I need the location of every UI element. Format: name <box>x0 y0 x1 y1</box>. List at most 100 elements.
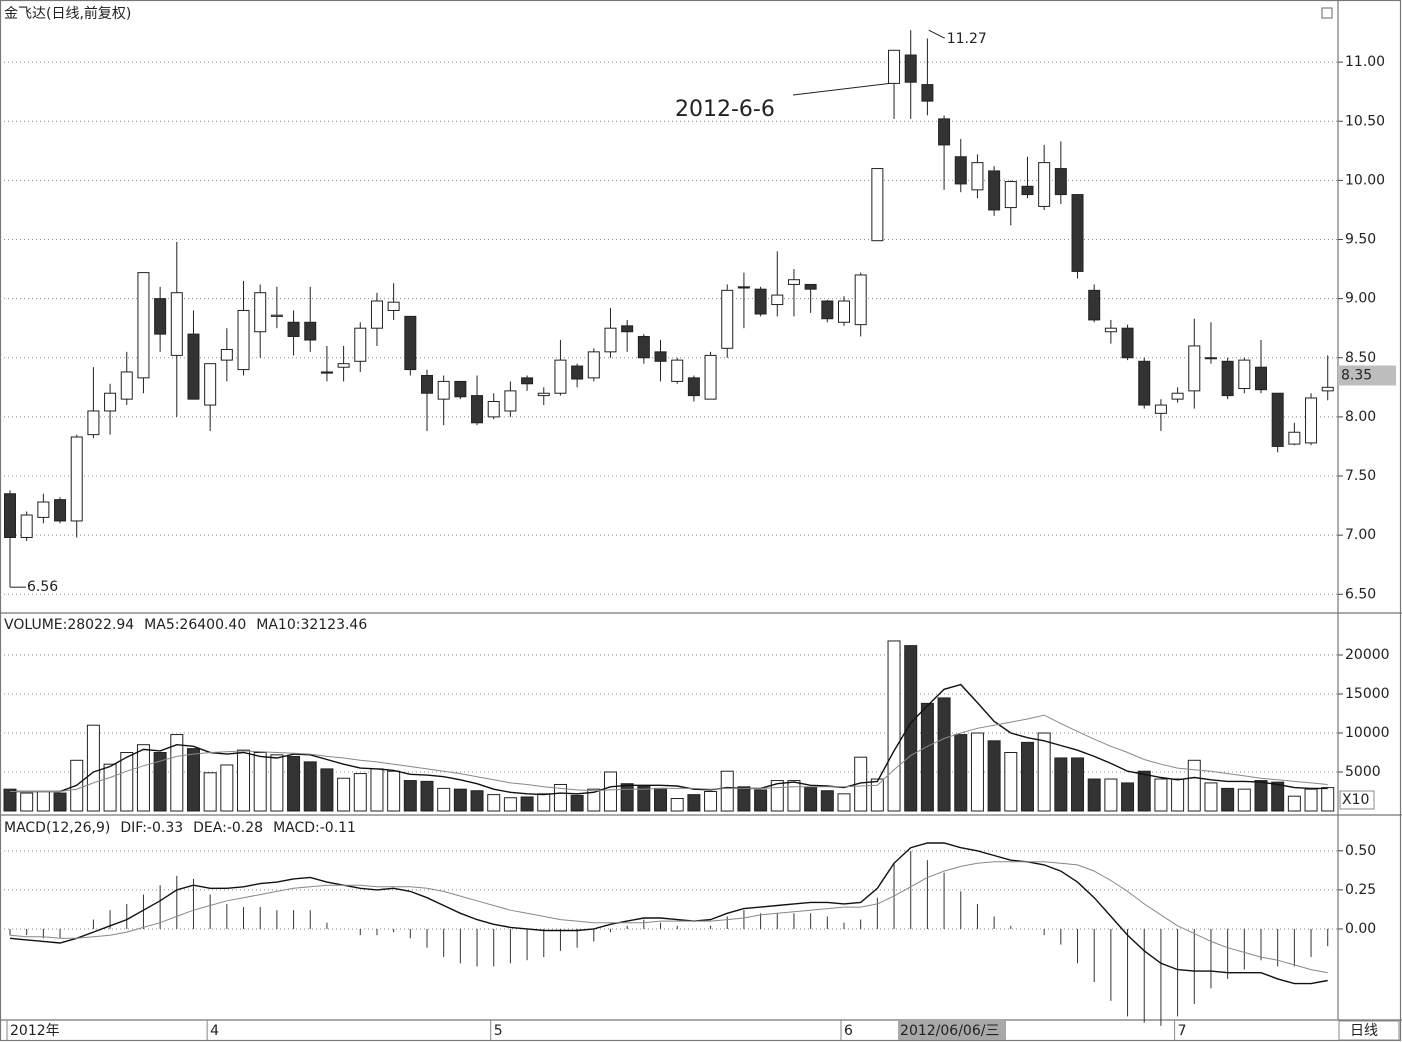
volume-bar <box>1287 795 1301 812</box>
candle-body <box>888 49 901 84</box>
candle-body <box>354 327 367 362</box>
volume-bar <box>287 755 301 812</box>
candle-body <box>921 84 934 102</box>
candle-body <box>871 168 884 242</box>
candle-body <box>1188 345 1201 392</box>
y-tick-label: 0.25 <box>1345 882 1376 898</box>
candle-body <box>604 327 617 353</box>
min-label: 6.56 <box>27 579 58 595</box>
volume-bar <box>1104 778 1118 812</box>
candle-body <box>1054 168 1067 196</box>
volume-bar <box>887 640 901 812</box>
annotation-leader <box>792 82 891 96</box>
volume-bar <box>787 780 801 812</box>
scale-label: X10 <box>1342 792 1369 808</box>
candle-body <box>337 363 350 368</box>
volume-bar <box>820 790 834 812</box>
volume-bar <box>1187 759 1201 812</box>
candle-body <box>988 170 1001 211</box>
volume-bar <box>687 794 701 812</box>
candle-body <box>304 321 317 341</box>
y-tick-label: 0.50 <box>1345 843 1376 859</box>
candle-body <box>1271 392 1284 447</box>
candle-body <box>571 365 584 380</box>
volume-bar <box>1221 787 1235 812</box>
volume-bar <box>954 734 968 812</box>
candle-body <box>404 315 417 371</box>
candle-body <box>721 289 734 349</box>
x-tick-label: 7 <box>1178 1023 1187 1039</box>
candle-body <box>187 333 200 400</box>
period-box <box>1338 1020 1400 1041</box>
period-label[interactable]: 日线 <box>1350 1023 1378 1039</box>
volume-bar <box>937 697 951 812</box>
volume-bar <box>320 768 334 812</box>
candle-body <box>954 156 967 185</box>
candle-body <box>1221 360 1234 397</box>
candle-body <box>70 436 83 522</box>
ma-line <box>10 714 1328 792</box>
y-tick-label: 7.00 <box>1345 527 1376 543</box>
candle-body <box>1305 397 1318 444</box>
max-label: 11.27 <box>947 31 987 47</box>
max-arrow <box>928 29 945 39</box>
candle-body <box>20 514 33 539</box>
candle-body <box>637 335 650 359</box>
panel-legend: VOLUME:28022.94 <box>4 617 134 633</box>
volume-bar <box>1271 781 1285 812</box>
volume-bar <box>837 793 851 812</box>
scale-box <box>1339 790 1375 810</box>
candle-body <box>1021 185 1034 196</box>
volume-bar <box>1237 788 1251 812</box>
volume-bar <box>36 791 50 812</box>
cursor-label-box <box>898 1021 1007 1040</box>
candle-body <box>487 401 500 418</box>
candle-body <box>204 363 217 406</box>
last-price-box <box>1338 365 1396 386</box>
candle-body <box>1288 431 1301 445</box>
y-tick-label: 5000 <box>1345 764 1381 780</box>
volume-bar <box>520 796 534 812</box>
volume-bar <box>754 789 768 812</box>
candle-body <box>554 359 567 394</box>
candle-body <box>504 390 517 412</box>
volume-bar <box>1171 778 1185 812</box>
volume-bar <box>203 772 217 812</box>
volume-bar <box>537 793 551 812</box>
x-tick-label: 5 <box>494 1023 503 1039</box>
y-tick-label: 11.00 <box>1345 54 1385 70</box>
volume-bar <box>970 732 984 812</box>
candle-body <box>1154 404 1167 414</box>
candle-body <box>320 371 333 374</box>
volume-bar <box>237 749 251 812</box>
candle-body <box>1038 162 1051 207</box>
volume-bar <box>20 792 34 812</box>
y-tick-label: 6.50 <box>1345 586 1376 602</box>
candle-body <box>754 288 767 315</box>
candle-body <box>1121 327 1134 359</box>
window-icon[interactable] <box>1321 7 1333 19</box>
cursor-label: 2012/06/06/三 <box>900 1023 999 1039</box>
volume-bar <box>1154 778 1168 812</box>
volume-bar <box>1037 732 1051 812</box>
candle-body <box>87 410 100 436</box>
candle-body <box>1255 366 1267 391</box>
volume-bar <box>654 787 668 812</box>
panel-legend: DEA:-0.28 <box>193 820 263 836</box>
candle-body <box>687 377 700 397</box>
candle-body <box>471 395 484 424</box>
volume-bar <box>1020 741 1034 812</box>
x-tick-label: 2012年 <box>10 1023 60 1039</box>
candle-body <box>621 325 634 333</box>
volume-bar <box>1071 757 1085 812</box>
candle-body <box>654 351 667 362</box>
volume-bar <box>487 794 501 812</box>
volume-bar <box>370 768 384 812</box>
candle-body <box>804 283 817 290</box>
volume-bar <box>1004 752 1018 812</box>
candle-body <box>521 377 534 385</box>
candle-body <box>220 348 233 361</box>
volume-bar <box>470 790 484 812</box>
volume-bar <box>136 744 150 812</box>
candle-body <box>1238 359 1251 390</box>
